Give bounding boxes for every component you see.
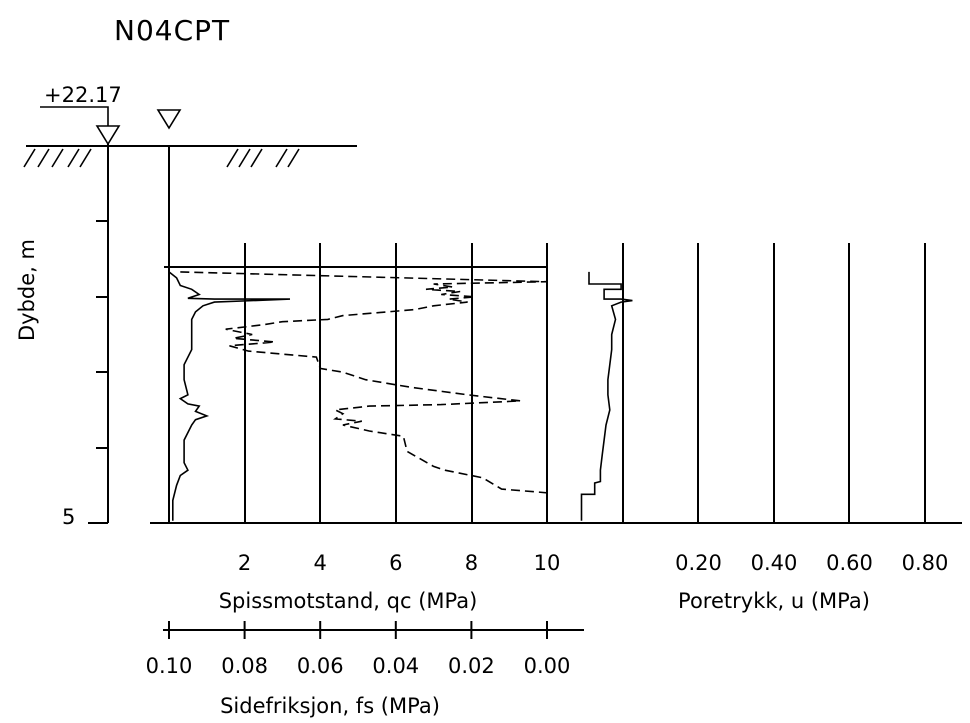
fs-tick-label: 0.10 (146, 654, 193, 678)
u-tick-label: 0.20 (675, 551, 722, 575)
fs-tick-label: 0.02 (448, 654, 495, 678)
elevation-label: +22.17 (44, 83, 122, 107)
u-axis-label: Poretrykk, u (MPa) (678, 589, 870, 613)
ground-hatch-right (226, 148, 300, 168)
depth-tick-label-5: 5 (62, 505, 75, 529)
u-tick-label: 0.80 (902, 551, 949, 575)
fs-series-line (168, 271, 291, 521)
depth-axis-ticks (88, 220, 108, 524)
qc-tick-label: 10 (534, 551, 561, 575)
u-tick-label: 0.60 (826, 551, 873, 575)
qc-tick-labels: 2 4 6 8 10 (238, 551, 560, 575)
qc-tick-label: 6 (389, 551, 402, 575)
elevation-triangle-icon (95, 125, 121, 146)
ground-hatch-left (23, 148, 92, 168)
qc-gridlines (244, 243, 548, 523)
fs-tick-label: 0.08 (221, 654, 268, 678)
qc-axis-label: Spissmotstand, qc (MPa) (219, 589, 478, 613)
qc-tick-label: 8 (465, 551, 478, 575)
figure-title: N04CPT (114, 14, 230, 47)
qc-series-line (180, 271, 548, 495)
fs-tick-labels: 0.10 0.08 0.06 0.04 0.02 0.00 (146, 654, 571, 678)
fs-tick-label: 0.00 (524, 654, 571, 678)
u-series-line (580, 271, 633, 521)
qc-tick-label: 4 (314, 551, 327, 575)
water-level-triangle-icon (156, 109, 182, 130)
depth-axis-label: Dybde, m (15, 239, 39, 341)
fs-tick-label: 0.04 (372, 654, 419, 678)
fs-tick-label: 0.06 (297, 654, 344, 678)
u-tick-label: 0.40 (751, 551, 798, 575)
fs-axis-label: Sidefriksjon, fs (MPa) (220, 694, 440, 718)
qc-tick-label: 2 (238, 551, 251, 575)
elevation-leader-line (40, 106, 109, 126)
fs-axis-ticks (168, 621, 548, 639)
u-gridlines (622, 243, 926, 523)
u-tick-labels: 0.20 0.40 0.60 0.80 (675, 551, 948, 575)
